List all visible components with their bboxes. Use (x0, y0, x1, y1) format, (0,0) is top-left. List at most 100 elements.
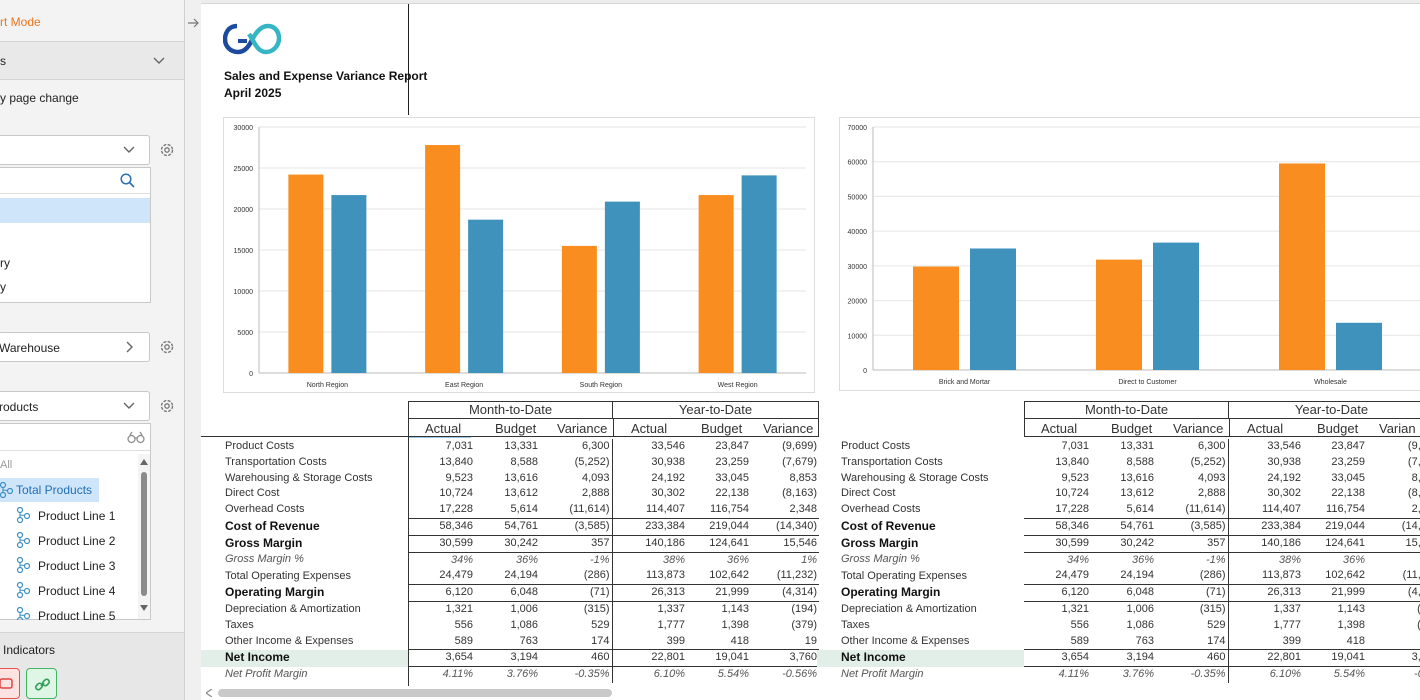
table-row[interactable]: Depreciation & Amortization 1,321 1,006 (31… (201, 600, 819, 618)
column-header-row: Actual Budget Variance Actual Budget Var… (1024, 418, 1420, 437)
tree-item-product-line[interactable]: Product Line 3 (0, 553, 150, 578)
bar-budget[interactable] (1336, 322, 1382, 370)
tree-item-product-line[interactable]: Product Line 5 (0, 603, 150, 620)
bar-budget[interactable] (970, 248, 1016, 371)
table-row[interactable]: Taxes 556 1,086 529 1,777 1,398 (379) (201, 617, 819, 634)
filter-dropdown-1[interactable] (0, 135, 150, 165)
variance-table-body: Product Costs 7,031 13,331 6,300 33,546 23,84… (817, 439, 1420, 683)
table-row[interactable]: Cost of Revenue 58,346 54,761 (3,585) 233,38… (817, 517, 1420, 536)
table-row[interactable]: Transportation Costs 13,840 8,588 (5,252) 30… (201, 454, 819, 471)
tree-item-product-line[interactable]: Product Line 2 (0, 528, 150, 553)
cell-value: 6,300 (542, 439, 613, 455)
cell-value: 556 (1070, 618, 1089, 631)
cell-value: 36% (687, 551, 753, 569)
section-header[interactable]: s (0, 42, 184, 80)
tree-item-total-products[interactable]: Total Products (0, 478, 99, 502)
table-row[interactable]: Warehousing & Storage Costs 9,523 13,616 4,… (201, 470, 819, 487)
table-row[interactable]: Taxes 556 1,086 529 1,777 1,398 (37 (817, 617, 1420, 634)
tree-scrollbar[interactable] (138, 454, 150, 619)
cell-value: 22,801 (1228, 649, 1303, 667)
cell-value: 124,641 (687, 534, 753, 553)
left-panel: rt Mode s y page change ry y Warehouse r… (0, 0, 185, 700)
scroll-left-icon[interactable] (206, 689, 212, 697)
bar-budget[interactable] (741, 175, 777, 373)
arrow-right-icon[interactable] (188, 18, 199, 28)
bar-actual[interactable] (698, 195, 734, 373)
mode-header[interactable]: rt Mode (0, 0, 184, 42)
table-row[interactable]: Net Income 3,654 3,194 460 22,801 19,041 3,760 (201, 649, 819, 667)
table-row[interactable]: Direct Cost 10,724 13,612 2,888 30,302 22,138… (201, 486, 819, 503)
table-row[interactable]: Total Operating Expenses 24,479 24,194 (286… (201, 568, 819, 585)
products-dropdown[interactable]: roducts (0, 391, 150, 421)
table-row[interactable]: Other Income & Expenses 589 763 174 399 418 19 (201, 633, 819, 650)
cell-value: 1,086 (1126, 618, 1154, 631)
table-row[interactable]: Product Costs 7,031 13,331 6,300 33,546 23,84… (201, 439, 819, 455)
row-label: Warehousing & Storage Costs (841, 471, 989, 484)
cell-value: -0.35% (542, 666, 613, 683)
y-tick-label: 30000 (848, 264, 868, 271)
list-search-input[interactable] (0, 168, 150, 194)
indicator-link-button[interactable] (26, 668, 57, 699)
cell-value: 30,242 (1091, 534, 1158, 553)
cell-value: 219,044 (687, 517, 753, 536)
table-row[interactable]: Total Operating Expenses 24,479 24,194 (286… (817, 568, 1420, 585)
cell-value: (19 (1369, 600, 1420, 618)
horizontal-scroll-thumb[interactable] (218, 689, 612, 697)
panel-splitter[interactable] (185, 0, 201, 700)
gear-icon[interactable] (158, 141, 176, 159)
cell-value: -0.35% (1158, 666, 1229, 683)
row-label: Direct Cost (225, 487, 280, 500)
horizontal-scrollbar[interactable] (202, 686, 1420, 700)
row-label: Gross Margin (841, 535, 919, 550)
table-row[interactable]: Depreciation & Amortization 1,321 1,006 (31… (817, 600, 1420, 618)
gear-icon[interactable] (158, 338, 176, 356)
gear-icon[interactable] (158, 397, 176, 415)
table-row[interactable]: Operating Margin 6,120 6,048 (71) 26,313 21,9… (201, 584, 819, 602)
table-row[interactable]: Cost of Revenue 58,346 54,761 (3,585) 233,38… (201, 517, 819, 536)
chevron-right-icon (126, 341, 133, 353)
bar-actual[interactable] (913, 266, 959, 370)
products-value: roducts (0, 400, 39, 414)
bar-actual[interactable] (288, 174, 324, 373)
tree-all[interactable]: All (0, 459, 13, 471)
table-row[interactable]: Gross Margin % 34% 36% -1% 38% 36% 1% (201, 551, 819, 569)
bar-budget[interactable] (1153, 242, 1199, 370)
cell-value: 529 (542, 617, 613, 634)
table-row[interactable]: Operating Margin 6,120 6,048 (71) 26,313 21,9… (817, 584, 1420, 602)
table-row[interactable]: Gross Margin 30,599 30,242 357 140,186 124,64… (817, 534, 1420, 553)
bar-budget[interactable] (468, 219, 504, 373)
bar-budget[interactable] (604, 201, 640, 373)
table-row[interactable]: Net Profit Margin 4.11% 3.76% -0.35% 6.10% 5.… (817, 666, 1420, 683)
indicator-red-button[interactable] (0, 668, 20, 699)
list-item[interactable]: ry (0, 256, 10, 270)
table-row[interactable]: Net Profit Margin 4.11% 3.76% -0.35% 6.10% 5.… (201, 666, 819, 683)
bar-budget[interactable] (331, 195, 367, 373)
bar-actual[interactable] (1096, 259, 1142, 370)
tree-search-input[interactable] (0, 424, 150, 451)
table-row[interactable]: Warehousing & Storage Costs 9,523 13,616 4,… (817, 470, 1420, 487)
table-row[interactable]: Product Costs 7,031 13,331 6,300 33,546 23,84… (817, 439, 1420, 455)
tree-item-product-line[interactable]: Product Line 4 (0, 578, 150, 603)
list-item[interactable]: y (0, 280, 6, 294)
warehouse-dropdown[interactable]: Warehouse (0, 332, 150, 362)
table-row[interactable]: Other Income & Expenses 589 763 174 399 418 (817, 633, 1420, 650)
y-tick-label: 0 (249, 371, 253, 378)
table-row[interactable]: Direct Cost 10,724 13,612 2,888 30,302 22,138… (817, 486, 1420, 503)
bar-actual[interactable] (561, 245, 597, 373)
bar-actual[interactable] (1279, 163, 1325, 370)
list-item[interactable] (0, 198, 150, 223)
table-row[interactable]: Transportation Costs 13,840 8,588 (5,252) 30… (817, 454, 1420, 471)
variance-table-right: Month-to-Date Year-to-Date Actual Budget… (817, 400, 1420, 691)
table-row[interactable]: Gross Margin % 34% 36% -1% 38% 36% (817, 551, 1420, 569)
list-item[interactable] (0, 224, 150, 249)
row-label: Operating Margin (225, 585, 325, 600)
table-row[interactable]: Overhead Costs 17,228 5,614 (11,614) 114,407… (201, 502, 819, 519)
tree-scroll-thumb[interactable] (141, 472, 147, 596)
cell-value: 26,313 (612, 584, 687, 602)
table-row[interactable]: Gross Margin 30,599 30,242 357 140,186 124,64… (201, 534, 819, 553)
table-row[interactable]: Overhead Costs 17,228 5,614 (11,614) 114,407… (817, 502, 1420, 519)
header-divider (1229, 419, 1230, 437)
tree-item-product-line[interactable]: Product Line 1 (0, 503, 150, 528)
bar-actual[interactable] (425, 145, 461, 373)
